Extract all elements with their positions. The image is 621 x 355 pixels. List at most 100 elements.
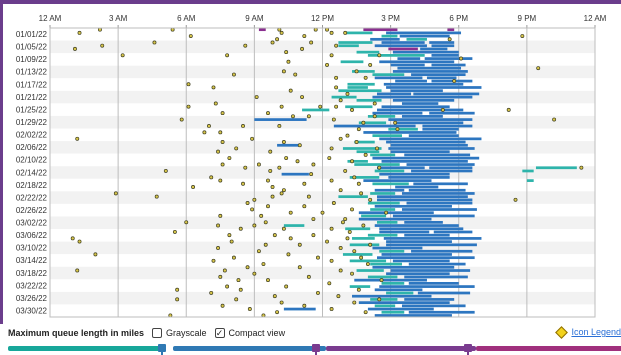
queue-bar <box>363 179 432 182</box>
event-point <box>291 114 295 119</box>
queue-bar <box>367 115 396 118</box>
event-point <box>536 66 541 71</box>
event-point <box>331 201 336 205</box>
queue-bar <box>338 41 373 44</box>
queue-bar <box>358 217 432 221</box>
event-point <box>288 210 293 215</box>
handle-body <box>312 344 320 352</box>
queue-bar <box>356 150 380 154</box>
time-range-slider[interactable] <box>0 343 621 355</box>
queue-bar <box>381 105 450 109</box>
event-point <box>316 290 320 295</box>
queue-bar <box>401 304 466 308</box>
event-point <box>229 239 234 244</box>
event-point <box>281 69 286 74</box>
event-point <box>329 307 334 311</box>
slider-segment <box>476 346 621 351</box>
event-point <box>340 220 345 225</box>
event-point <box>254 95 259 99</box>
queue-bar <box>374 314 452 317</box>
y-tick-label: 01/01/22 <box>16 30 48 39</box>
event-point <box>338 188 343 193</box>
queue-bar <box>379 60 455 64</box>
grayscale-toggle[interactable]: Grayscale <box>152 328 207 338</box>
y-tick-label: 02/14/22 <box>16 168 48 177</box>
queue-bar <box>406 37 427 41</box>
event-point <box>250 207 255 212</box>
event-point <box>372 101 377 106</box>
queue-bar <box>258 28 266 32</box>
event-point <box>350 207 354 212</box>
event-point <box>234 146 239 151</box>
compact-view-toggle[interactable]: ✓ Compact view <box>214 328 285 338</box>
slider-handle[interactable] <box>158 344 166 355</box>
y-tick-label: 03/22/22 <box>16 281 48 290</box>
slider-handle[interactable] <box>464 344 472 355</box>
queue-bar <box>386 86 482 89</box>
event-point <box>447 37 452 42</box>
event-point <box>309 40 314 45</box>
event-point <box>377 53 382 58</box>
queue-bar <box>358 301 450 304</box>
queue-bar <box>386 240 452 243</box>
event-point <box>191 184 196 189</box>
y-tick-label: 02/06/22 <box>16 143 48 152</box>
compact-view-checkbox[interactable]: ✓ <box>214 328 225 338</box>
queue-bar <box>408 188 466 192</box>
event-point <box>256 249 261 254</box>
event-point <box>338 246 343 250</box>
queue-bar <box>356 50 380 54</box>
queue-bar <box>367 307 434 311</box>
event-point <box>347 229 352 234</box>
event-point <box>327 156 332 160</box>
slider-handles[interactable] <box>158 344 472 355</box>
event-point <box>356 287 361 292</box>
queue-bar <box>254 118 307 121</box>
queue-bar <box>358 121 387 125</box>
event-point <box>266 204 270 209</box>
queue-bar <box>413 92 480 96</box>
queue-bar <box>377 166 425 170</box>
icon-legend-link[interactable]: Icon Legend <box>555 325 621 339</box>
queue-bar <box>392 98 455 102</box>
event-point <box>218 130 223 135</box>
event-point <box>338 98 343 103</box>
queue-bar <box>383 82 464 86</box>
queue-bar <box>408 281 459 285</box>
queue-bar <box>401 208 477 211</box>
queue-bar <box>354 278 427 282</box>
event-point <box>281 188 286 193</box>
queue-bar <box>347 159 368 163</box>
queue-bar <box>386 243 477 247</box>
queue-bar <box>404 220 443 224</box>
x-tick-label: 6 AM <box>177 14 196 23</box>
event-point <box>365 262 370 266</box>
event-point <box>329 226 334 231</box>
grayscale-checkbox[interactable] <box>152 328 163 338</box>
event-point <box>286 252 291 257</box>
queue-bar <box>408 134 459 138</box>
event-point <box>352 249 357 254</box>
queue-bar <box>372 156 480 160</box>
event-point <box>350 107 354 112</box>
slider-handle[interactable] <box>312 344 320 355</box>
event-point <box>329 30 334 35</box>
queue-bar <box>345 105 373 109</box>
queue-bar <box>404 275 468 279</box>
queue-bar <box>388 147 475 150</box>
event-point <box>275 310 280 315</box>
queue-bar <box>381 41 425 44</box>
event-point <box>384 210 389 215</box>
event-point <box>329 258 334 263</box>
queue-bar <box>406 201 473 205</box>
event-point <box>284 50 289 55</box>
queue-bar <box>392 70 468 73</box>
event-point <box>379 278 384 283</box>
event-point <box>300 95 305 99</box>
queue-bar <box>370 153 396 157</box>
queue-bar <box>381 159 468 163</box>
event-point <box>209 175 214 180</box>
event-point <box>286 59 291 64</box>
queue-bar <box>370 298 398 301</box>
event-point <box>275 37 280 42</box>
